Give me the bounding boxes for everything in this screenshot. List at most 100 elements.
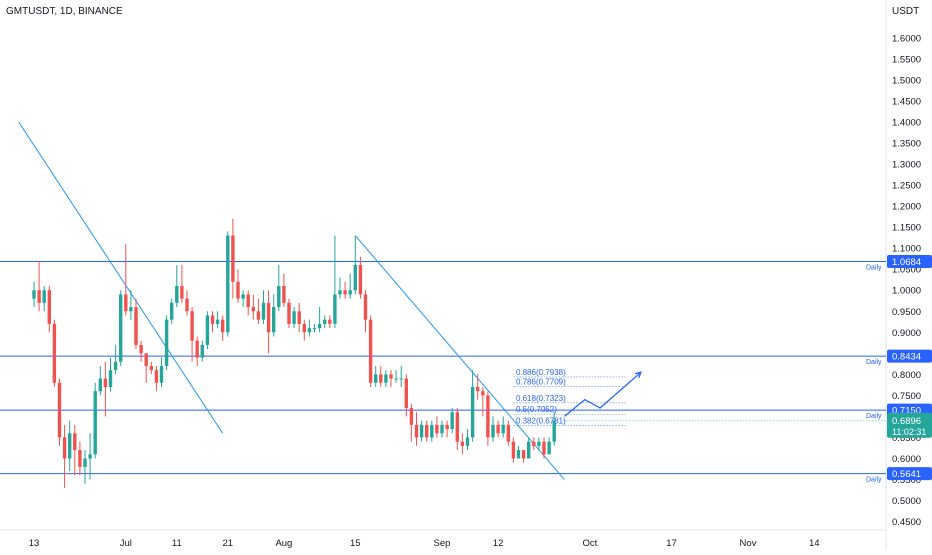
time-tick-label: 13: [29, 538, 40, 549]
candle-body: [501, 424, 505, 434]
level-price-label: 0.5641: [892, 469, 921, 480]
candle-body: [404, 378, 408, 409]
price-tick-label: 0.6500: [892, 433, 921, 444]
candle-body: [83, 458, 87, 467]
price-tick-label: 1.0000: [892, 286, 921, 297]
candle-body: [241, 294, 245, 299]
candle-body: [164, 319, 169, 366]
candle-body: [353, 265, 357, 291]
level-tag: Daily: [866, 477, 882, 484]
price-axis[interactable]: 1.6000 1.5500 1.5000 1.4500 1.4000 1.3500 1.30…: [887, 33, 932, 528]
candle-body: [532, 441, 536, 446]
candle-body: [52, 323, 57, 383]
candle-body: [37, 290, 41, 303]
candle-body: [430, 424, 434, 438]
candle-body: [333, 294, 337, 324]
price-tick-label: 0.5000: [892, 496, 921, 507]
candle-body: [42, 290, 46, 303]
candle-body: [384, 374, 388, 383]
candle-body: [399, 378, 403, 380]
candles-layer: [32, 218, 556, 488]
candle-body: [542, 441, 546, 455]
candle-body: [409, 408, 414, 425]
candle-body: [552, 420, 556, 442]
candle-body: [277, 286, 281, 308]
time-axis[interactable]: 13 Jul 11 21 Aug 15 Sep 12 Oct 17 Nov 14: [29, 538, 820, 549]
price-tick-label: 0.7500: [892, 391, 921, 402]
current-price-label: 0.6896: [892, 416, 921, 427]
projection-arrowhead: [634, 371, 642, 379]
countdown-label: 11:02:31: [892, 427, 926, 437]
candle-body: [144, 353, 148, 366]
candle-body: [282, 286, 286, 303]
candle-body: [149, 365, 153, 371]
candle-body: [440, 424, 444, 434]
candle-body: [78, 450, 82, 467]
time-tick-label: Jul: [120, 538, 132, 549]
candle-body: [312, 328, 317, 330]
candle-body: [506, 424, 510, 442]
candle-body: [210, 315, 215, 324]
candle-body: [287, 302, 291, 324]
level-price-label: 0.8434: [892, 352, 921, 363]
price-tick-label: 1.5500: [892, 54, 921, 65]
price-tick-label: 1.4000: [892, 117, 921, 128]
grid-layer: [0, 0, 887, 550]
price-tick-label: 1.6000: [892, 33, 921, 44]
candle-body: [389, 374, 393, 379]
candle-body: [348, 290, 352, 295]
price-tick-label: 1.1000: [892, 244, 921, 255]
candle-body: [537, 441, 541, 446]
price-tick-label: 1.2500: [892, 181, 921, 192]
candle-body: [292, 311, 296, 324]
candle-body: [419, 424, 424, 438]
candle-body: [124, 294, 128, 312]
candle-body: [185, 298, 189, 312]
time-tick-label: Aug: [275, 538, 292, 549]
candle-body: [338, 290, 342, 295]
candle-body: [57, 382, 62, 438]
candle-body: [358, 265, 363, 295]
price-tick-label: 1.3500: [892, 139, 921, 150]
time-tick-label: 11: [172, 538, 182, 549]
candle-body: [231, 235, 235, 282]
price-tick-label: 0.4500: [892, 517, 921, 528]
candle-body: [119, 294, 123, 362]
candle-body: [98, 378, 102, 392]
candle-body: [266, 302, 271, 333]
candle-body: [93, 391, 97, 455]
candle-body: [47, 290, 51, 324]
candle-body: [205, 315, 210, 345]
symbol-title: GMTUSDT, 1D, BINANCE: [6, 6, 123, 17]
candle-body: [460, 441, 465, 446]
candle-body: [465, 437, 470, 446]
fib-level-label: 0.786(0.7709): [516, 378, 566, 387]
level-tag: Daily: [866, 359, 882, 366]
price-tick-label: 1.0500: [892, 265, 921, 276]
candle-body: [328, 319, 332, 324]
candle-body: [394, 378, 398, 380]
level-price-label: 0.7150: [892, 406, 921, 417]
candle-body: [374, 374, 378, 383]
candle-body: [180, 286, 184, 299]
candle-body: [261, 302, 266, 320]
price-tick-label: 1.2000: [892, 202, 921, 213]
trendline: [354, 235, 565, 480]
candle-body: [516, 450, 521, 459]
fib-level-label: 0.886(0.7938): [516, 368, 566, 377]
price-tick-label: 0.9500: [892, 307, 921, 318]
fibonacci-layer: 0.886(0.7938)0.786(0.7709) 0.618(0.7323) 0…: [513, 368, 626, 426]
candle-body: [302, 323, 306, 333]
candle-body: [68, 433, 72, 459]
candle-body: [62, 437, 67, 459]
candle-body: [88, 454, 92, 459]
candle-body: [134, 307, 138, 345]
candle-body: [103, 378, 108, 387]
candle-body: [363, 294, 368, 320]
price-tick-label: 1.3000: [892, 160, 921, 171]
candle-body: [547, 441, 551, 455]
trendline: [18, 121, 224, 434]
candle-body: [175, 286, 179, 303]
